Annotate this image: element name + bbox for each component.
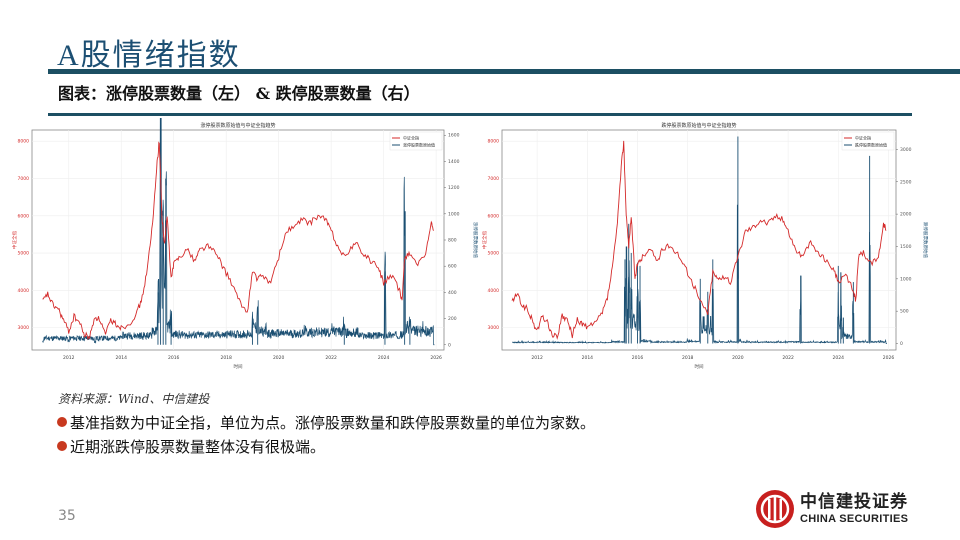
svg-text:5000: 5000 bbox=[18, 251, 30, 257]
svg-text:6000: 6000 bbox=[18, 213, 30, 219]
svg-text:400: 400 bbox=[448, 290, 457, 296]
svg-text:2012: 2012 bbox=[63, 355, 75, 361]
caption-divider bbox=[48, 113, 912, 116]
svg-text:跌停股票数原始值与中证全指趋势: 跌停股票数原始值与中证全指趋势 bbox=[661, 122, 736, 129]
svg-text:2018: 2018 bbox=[682, 355, 694, 361]
svg-text:2500: 2500 bbox=[900, 179, 912, 185]
svg-text:8000: 8000 bbox=[488, 139, 500, 145]
svg-text:中证全指: 中证全指 bbox=[403, 135, 419, 141]
svg-text:2018: 2018 bbox=[220, 355, 232, 361]
svg-text:200: 200 bbox=[448, 316, 457, 322]
logo-chinese-name: 中信建投证券 bbox=[800, 492, 908, 512]
svg-text:涨停股票数原始值: 涨停股票数原始值 bbox=[472, 222, 479, 258]
svg-text:2024: 2024 bbox=[833, 355, 845, 361]
svg-text:1400: 1400 bbox=[448, 159, 460, 165]
svg-text:2026: 2026 bbox=[430, 355, 442, 361]
svg-text:3000: 3000 bbox=[900, 147, 912, 153]
svg-text:1200: 1200 bbox=[448, 185, 460, 191]
svg-text:1500: 1500 bbox=[900, 244, 912, 250]
bullet-dot-icon bbox=[57, 417, 67, 427]
svg-text:8000: 8000 bbox=[18, 139, 30, 145]
source-note: 资料来源：Wind、中信建投 bbox=[58, 392, 210, 406]
svg-text:7000: 7000 bbox=[18, 176, 30, 182]
bullet-item: 近期涨跌停股票数量整体没有很极端。 bbox=[57, 436, 325, 457]
chart-caption: 图表：涨停股票数量（左） & 跌停股票数量（右） bbox=[58, 84, 420, 103]
svg-text:2016: 2016 bbox=[632, 355, 644, 361]
svg-text:4000: 4000 bbox=[488, 288, 500, 294]
svg-text:1600: 1600 bbox=[448, 133, 460, 139]
citic-logo-icon bbox=[756, 490, 794, 528]
title-divider bbox=[48, 69, 960, 74]
bullet-text: 近期涨跌停股票数量整体没有很极端。 bbox=[70, 438, 326, 456]
svg-text:2020: 2020 bbox=[273, 355, 285, 361]
svg-text:0: 0 bbox=[900, 341, 903, 347]
limit-down-chart: 2012 2014 2016 2018 2020 2022 2024 2026 3000 4000… bbox=[480, 118, 930, 380]
svg-text:时间: 时间 bbox=[695, 363, 704, 370]
svg-text:800: 800 bbox=[448, 238, 457, 244]
svg-text:2014: 2014 bbox=[582, 355, 594, 361]
bullet-text: 基准指数为中证全指，单位为点。涨停股票数量和跌停股票数量的单位为家数。 bbox=[70, 414, 596, 432]
svg-text:2014: 2014 bbox=[115, 355, 127, 361]
bullet-item: 基准指数为中证全指，单位为点。涨停股票数量和跌停股票数量的单位为家数。 bbox=[57, 412, 595, 433]
svg-text:1000: 1000 bbox=[448, 211, 460, 217]
title-rest: 股情绪指数 bbox=[80, 38, 241, 73]
svg-text:600: 600 bbox=[448, 264, 457, 270]
svg-text:1000: 1000 bbox=[900, 276, 912, 282]
logo-english-name: CHINA SECURITIES bbox=[800, 513, 909, 525]
svg-text:3000: 3000 bbox=[18, 325, 30, 331]
title-prefix: A bbox=[57, 39, 81, 72]
svg-text:2000: 2000 bbox=[900, 212, 912, 218]
svg-text:3000: 3000 bbox=[488, 325, 500, 331]
svg-text:4000: 4000 bbox=[18, 288, 30, 294]
svg-text:2012: 2012 bbox=[531, 355, 543, 361]
svg-text:时间: 时间 bbox=[234, 363, 243, 370]
bullet-dot-icon bbox=[57, 441, 67, 451]
limit-up-chart: 2012 2014 2016 2018 2020 2022 2024 2026 3000 4000… bbox=[10, 118, 480, 380]
svg-text:中证全指: 中证全指 bbox=[855, 135, 871, 141]
svg-text:跌停股票数原始值: 跌停股票数原始值 bbox=[922, 222, 929, 258]
page-number: 35 bbox=[58, 508, 76, 524]
svg-text:0: 0 bbox=[448, 342, 451, 348]
svg-text:6000: 6000 bbox=[488, 213, 500, 219]
svg-text:跌停股票数原始值: 跌停股票数原始值 bbox=[855, 142, 887, 148]
svg-text:5000: 5000 bbox=[488, 251, 500, 257]
svg-text:2022: 2022 bbox=[325, 355, 337, 361]
svg-text:2026: 2026 bbox=[883, 355, 895, 361]
svg-text:500: 500 bbox=[900, 309, 909, 315]
svg-text:中证全指: 中证全指 bbox=[481, 231, 488, 249]
svg-text:2022: 2022 bbox=[782, 355, 794, 361]
svg-text:7000: 7000 bbox=[488, 176, 500, 182]
page-title: A股情绪指数 bbox=[57, 30, 241, 74]
company-logo: 中信建投证券 CHINA SECURITIES bbox=[756, 490, 908, 528]
svg-text:2024: 2024 bbox=[378, 355, 390, 361]
svg-text:涨停股票数原始值与中证全指趋势: 涨停股票数原始值与中证全指趋势 bbox=[200, 122, 275, 129]
svg-text:2020: 2020 bbox=[732, 355, 744, 361]
svg-text:中证全指: 中证全指 bbox=[11, 231, 18, 249]
svg-text:2016: 2016 bbox=[168, 355, 180, 361]
svg-text:涨停股票数原始值: 涨停股票数原始值 bbox=[403, 142, 435, 148]
